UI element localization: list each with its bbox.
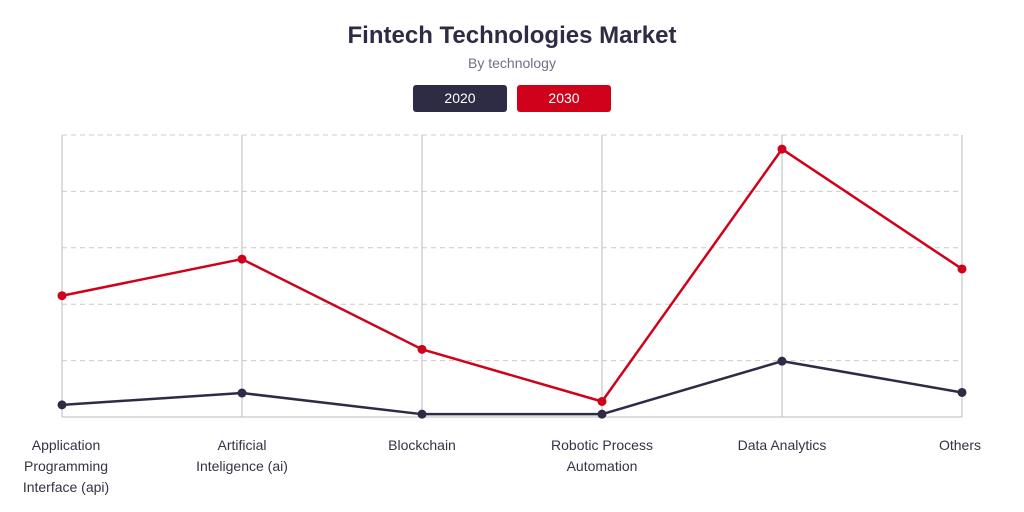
x-tick-label-line: Others bbox=[939, 437, 981, 453]
data-point-2030 bbox=[237, 254, 247, 264]
x-tick-label: Robotic Process Automation bbox=[551, 437, 653, 474]
x-tick-label-line: Artificial bbox=[217, 437, 266, 453]
data-point-2030 bbox=[777, 144, 787, 154]
x-tick-label-line: Blockchain bbox=[388, 437, 456, 453]
x-tick-label-line: Programming bbox=[24, 458, 108, 474]
x-tick-label-line: Application bbox=[32, 437, 101, 453]
x-tick-label-line: Inteligence (ai) bbox=[196, 458, 288, 474]
legend: 2020 2030 bbox=[0, 85, 1024, 112]
x-tick-label: Data Analytics bbox=[738, 437, 827, 453]
series-line-2020 bbox=[61, 359, 963, 416]
series-line-2030 bbox=[61, 147, 963, 403]
data-point-2020 bbox=[57, 400, 67, 410]
data-point-2020 bbox=[957, 387, 967, 397]
data-point-2030 bbox=[597, 396, 607, 406]
data-point-2030 bbox=[957, 264, 967, 274]
x-tick-label-line: Interface (api) bbox=[23, 479, 109, 495]
data-point-2030 bbox=[57, 291, 67, 301]
data-point-2020 bbox=[777, 356, 787, 366]
chart-subtitle: By technology bbox=[468, 55, 556, 71]
data-point-2020 bbox=[597, 409, 607, 419]
data-point-2020 bbox=[237, 388, 247, 398]
data-point-2020 bbox=[417, 409, 427, 419]
data-point-2030 bbox=[417, 344, 427, 354]
x-tick-label-line: Automation bbox=[567, 458, 638, 474]
x-tick-label-line: Robotic Process bbox=[551, 437, 653, 453]
x-tick-label: Others bbox=[939, 437, 981, 453]
legend-item-2020[interactable]: 2020 bbox=[413, 85, 507, 112]
x-tick-label: Application Programming Interface (api) bbox=[23, 437, 109, 495]
legend-item-2030[interactable]: 2030 bbox=[517, 85, 611, 112]
x-tick-label: Blockchain bbox=[388, 437, 456, 453]
x-tick-label: Artificial Inteligence (ai) bbox=[196, 437, 288, 474]
chart-title: Fintech Technologies Market bbox=[347, 22, 677, 49]
x-tick-label-line: Data Analytics bbox=[738, 437, 827, 453]
